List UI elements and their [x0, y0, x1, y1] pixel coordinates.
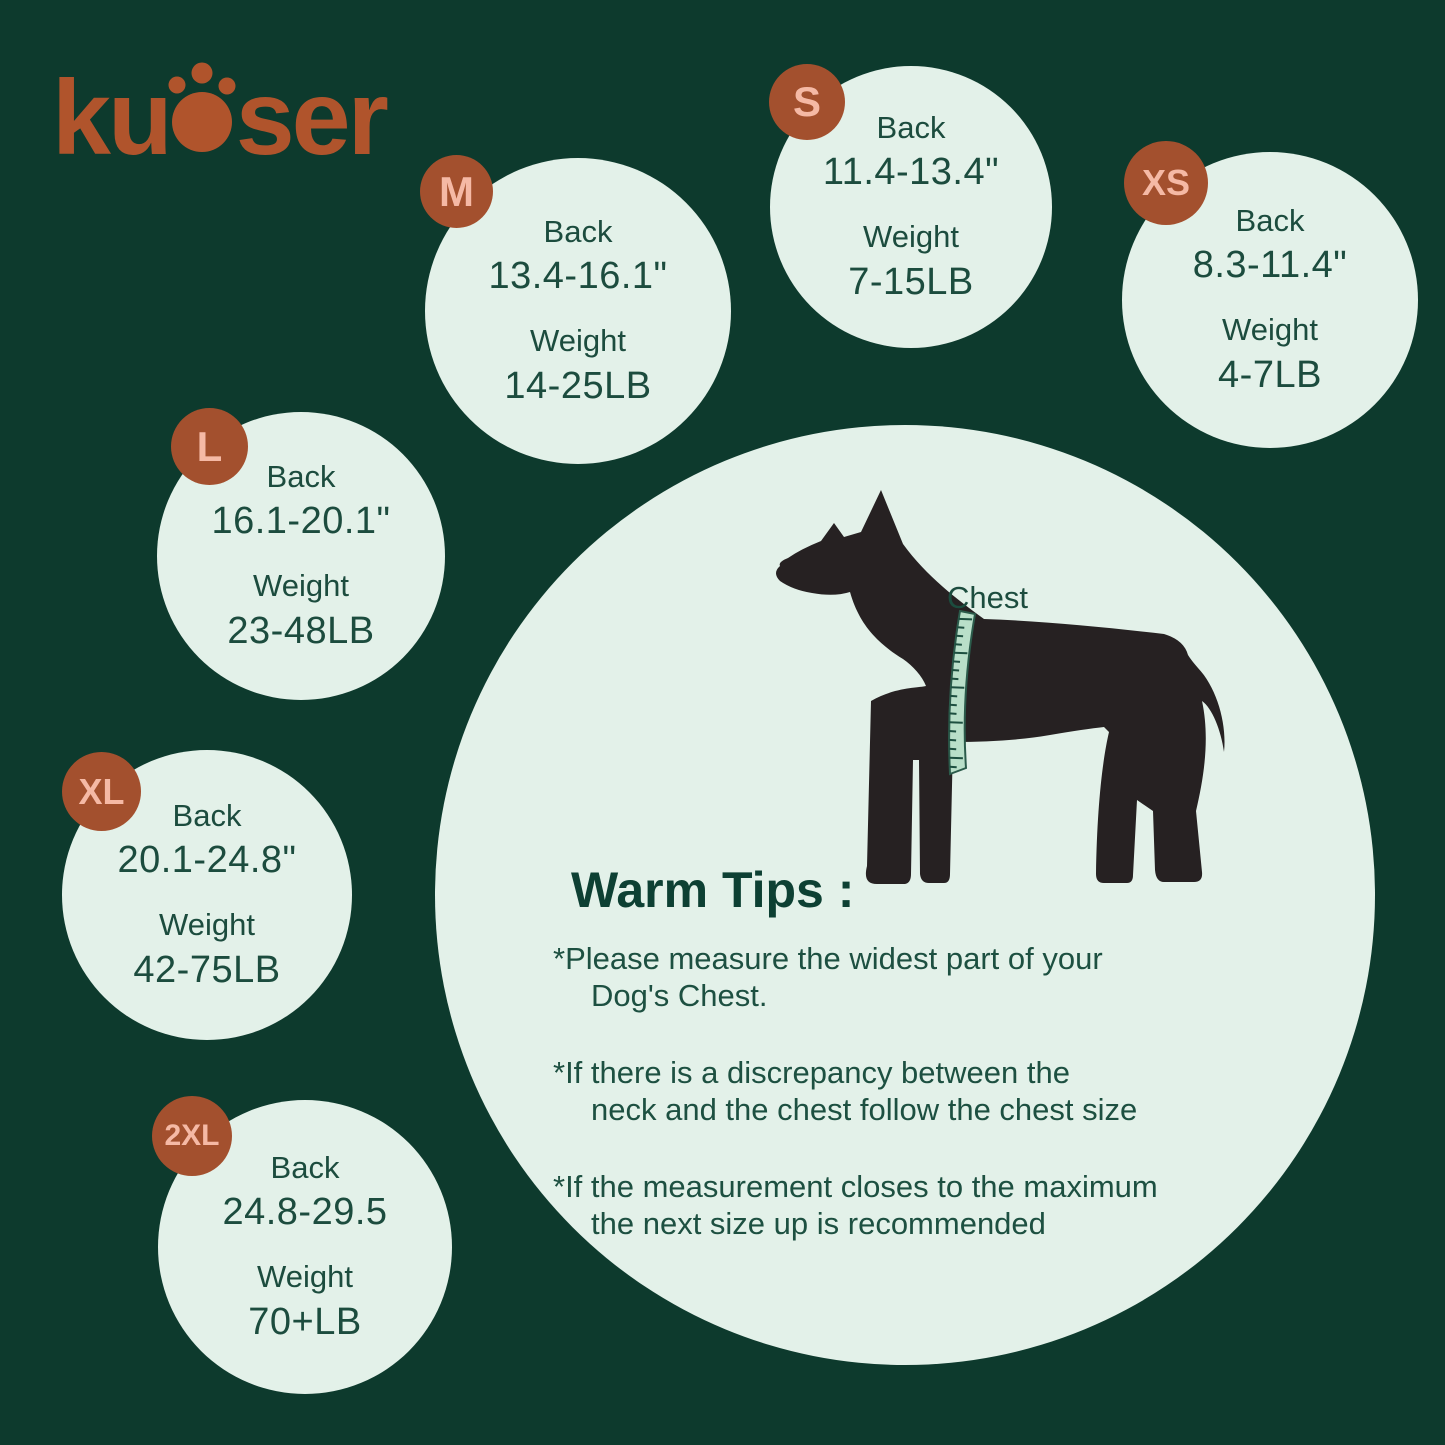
weight-label: Weight [159, 907, 255, 942]
size-circle-2xl: 2XL Back 24.8-29.5 Weight 70+LB [152, 1096, 452, 1394]
warm-tips-section: Warm Tips : *Please measure the widest p… [553, 863, 1267, 1282]
tip-line: neck and the chest follow the chest size [591, 1092, 1138, 1127]
back-label: Back [266, 458, 336, 494]
dog-silhouette [776, 490, 1225, 884]
weight-value: 4-7LB [1218, 353, 1322, 396]
back-label: Back [172, 797, 242, 833]
size-badge-2xl: 2XL [152, 1096, 232, 1176]
back-value: 11.4-13.4" [822, 151, 1000, 194]
size-badge-l: L [171, 408, 248, 485]
tip-line: the next size up is recommended [591, 1206, 1046, 1241]
size-badge-label: M [439, 167, 474, 215]
back-label: Back [543, 213, 613, 249]
tip-line: *Please measure the widest part of your [553, 941, 1103, 976]
tip-line: *If there is a discrepancy between the [553, 1055, 1070, 1090]
size-badge-label: S [792, 78, 821, 125]
measurement-panel: Chest Warm Tips : *Please measure the wi… [435, 425, 1375, 1365]
measuring-tape [948, 609, 977, 776]
size-badge-label: 2XL [164, 1119, 220, 1152]
size-badge-s: S [769, 64, 845, 140]
tip-item: *Please measure the widest part of your … [553, 940, 1267, 1014]
weight-value: 7-15LB [848, 260, 974, 303]
back-label: Back [876, 109, 946, 145]
tape-tick-marks [949, 617, 973, 769]
back-value: 24.8-29.5 [222, 1191, 388, 1234]
weight-label: Weight [1222, 312, 1318, 347]
weight-label: Weight [863, 219, 959, 254]
back-value: 8.3-11.4" [1192, 244, 1348, 287]
logo-text-left: ku [52, 59, 173, 177]
back-value: 13.4-16.1" [488, 255, 668, 298]
back-value: 20.1-24.8" [117, 839, 297, 882]
paw-o-icon [168, 62, 236, 152]
size-badge-label: XS [1141, 162, 1191, 203]
tip-line: Dog's Chest. [591, 978, 768, 1013]
weight-value: 23-48LB [227, 609, 375, 652]
tip-line: *If the measurement closes to the maximu… [553, 1169, 1158, 1204]
weight-label: Weight [253, 568, 349, 603]
tip-item: *If there is a discrepancy between the n… [553, 1054, 1267, 1128]
size-circle-s: S Back 11.4-13.4" Weight 7-15LB [769, 64, 1052, 348]
size-badge-m: M [420, 155, 493, 228]
size-badge-xl: XL [62, 752, 141, 831]
back-value: 16.1-20.1" [211, 500, 391, 543]
size-circle-xs: XS Back 8.3-11.4" Weight 4-7LB [1122, 141, 1418, 448]
size-badge-label: XL [78, 770, 125, 812]
warm-tips-title: Warm Tips : [571, 862, 855, 918]
weight-value: 14-25LB [504, 364, 652, 407]
size-badge-xs: XS [1124, 141, 1208, 225]
chest-label: Chest [947, 580, 1028, 615]
tip-item: *If the measurement closes to the maximu… [553, 1168, 1267, 1242]
size-circle-l: L Back 16.1-20.1" Weight 23-48LB [157, 408, 445, 700]
brand-logo: ku ser [52, 50, 389, 177]
size-circle-m: M Back 13.4-16.1" Weight 14-25LB [420, 155, 731, 464]
size-badge-label: L [196, 422, 223, 470]
back-label: Back [1235, 202, 1305, 238]
weight-label: Weight [530, 323, 626, 358]
size-circle-xl: XL Back 20.1-24.8" Weight 42-75LB [62, 750, 352, 1040]
logo-text-right: ser [235, 59, 389, 177]
weight-value: 70+LB [248, 1300, 362, 1343]
weight-value: 42-75LB [133, 948, 281, 991]
weight-label: Weight [257, 1259, 353, 1294]
back-label: Back [270, 1149, 340, 1185]
